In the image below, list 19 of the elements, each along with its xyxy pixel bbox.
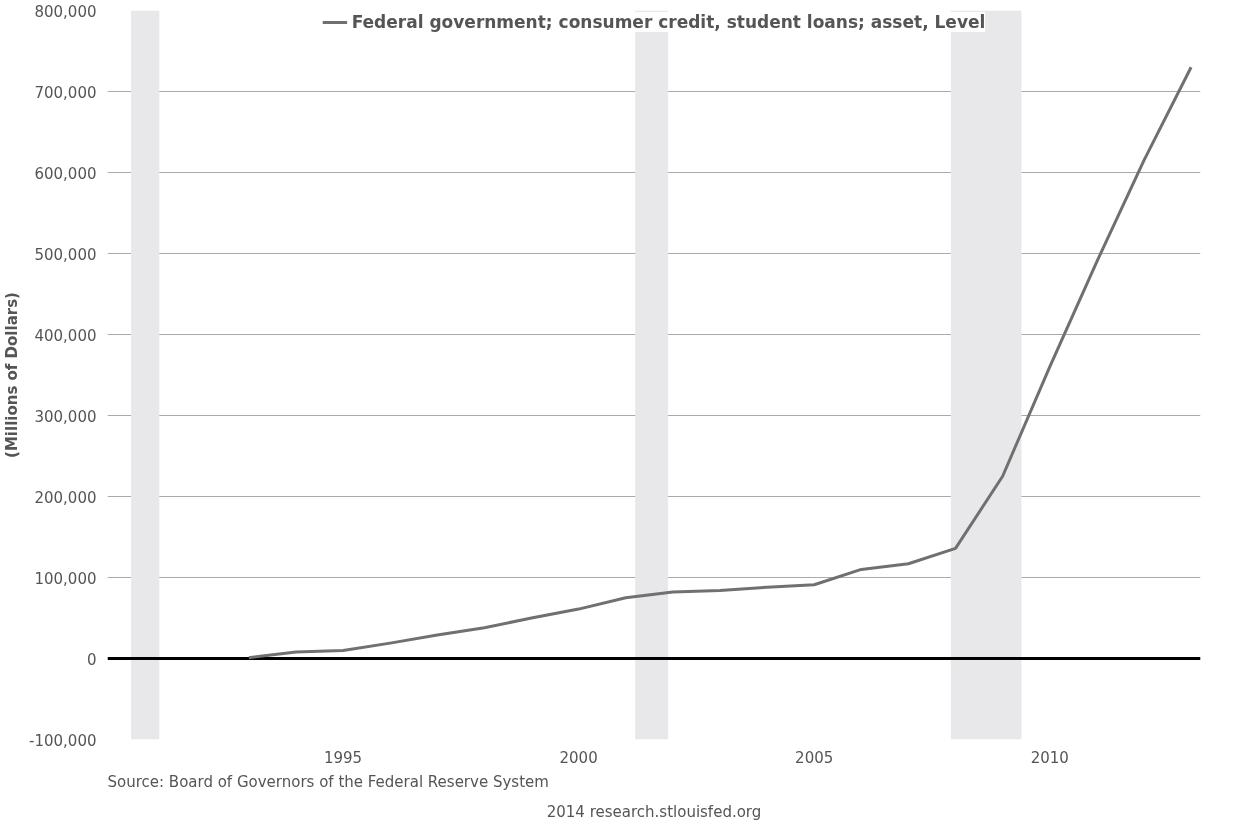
y-tick-label: 600,000 [34, 164, 97, 183]
x-tick-label: 2000 [559, 748, 598, 767]
y-tick-label: 400,000 [34, 326, 97, 345]
y-tick-label: -100,000 [29, 731, 97, 750]
y-tick-label: 100,000 [34, 569, 97, 588]
legend-label: Federal government; consumer credit, student loans; asset, Level [351, 12, 986, 32]
x-tick-label: 2005 [795, 748, 834, 767]
source-note: Source: Board of Governors of the Federal Reserve System [107, 772, 549, 791]
x-tick-label: 1995 [323, 748, 363, 767]
text: 2014 research.stlouisfed.org [546, 802, 762, 821]
y-tick-label: 500,000 [34, 245, 97, 264]
y-tick-label: 300,000 [34, 407, 97, 426]
y-tick-label: 0 [86, 650, 97, 669]
y-tick-label: 700,000 [34, 83, 97, 102]
y-tick-label: 800,000 [34, 2, 97, 21]
line-series [247, 65, 1193, 660]
y-tick-label: 200,000 [34, 488, 97, 507]
y-axis-title: (Millions of Dollars) [3, 292, 22, 458]
x-tick-label: 2010 [1030, 748, 1069, 767]
